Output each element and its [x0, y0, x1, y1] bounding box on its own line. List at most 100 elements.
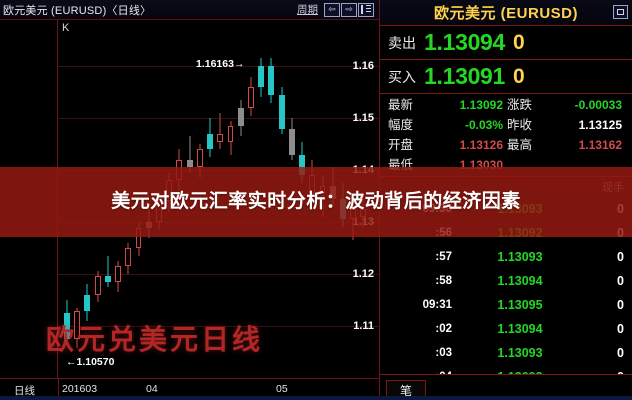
candle-body: [319, 185, 326, 194]
candle-body: [299, 154, 306, 176]
tab-bi[interactable]: 笔: [386, 380, 426, 400]
candle-body: [340, 198, 346, 220]
candle-wick: [219, 113, 221, 150]
y-tick-4: 1.12: [352, 267, 374, 280]
tick-row[interactable]: :03 1.13093 0: [380, 341, 632, 365]
candle: [207, 20, 214, 378]
chart-watermark: 欧元兑美元日线: [46, 324, 264, 355]
ask-price: 1.13094: [424, 29, 506, 55]
candle: [227, 20, 234, 378]
tick-price: 1.13093: [497, 202, 543, 216]
period-label[interactable]: 周期: [297, 4, 318, 16]
candle-body: [145, 221, 152, 229]
bid-label: 买入: [388, 68, 416, 85]
tick-row[interactable]: :58 1.13094 0: [380, 269, 632, 293]
candle-body: [115, 266, 122, 282]
tick-volume: 0: [617, 226, 624, 240]
candle-wick: [322, 175, 323, 217]
tick-row[interactable]: 09:30 1.13093 0: [380, 197, 632, 221]
bid-volume: 0: [513, 64, 525, 88]
candle: [64, 20, 70, 378]
tick-list-header: 现手: [380, 177, 632, 197]
candle: [360, 20, 367, 378]
candle-body: [217, 133, 224, 142]
tick-volume: 0: [617, 298, 624, 312]
bid-row: 买入 1.13091 0: [380, 60, 632, 94]
stat-value-7: [551, 155, 626, 175]
tick-time: :03: [435, 347, 452, 359]
stat-label-1: 涨跌: [507, 98, 533, 112]
tick-price: 1.13092: [497, 226, 543, 240]
bid-price: 1.13091: [424, 63, 506, 89]
x-tick-1: 04: [146, 383, 158, 395]
chart-titlebar: 欧元美元 (EURUSD)〈日线〉 周期 ⇦ ⇨: [0, 0, 379, 20]
chart-panel: 欧元美元 (EURUSD)〈日线〉 周期 ⇦ ⇨ K 1.16 1.15 1.14 1…: [0, 0, 380, 400]
tick-header-volume: 现手: [602, 182, 624, 194]
high-annotation: 1.16163→: [196, 58, 245, 70]
candle-body: [156, 201, 162, 222]
next-arrow-icon[interactable]: ⇨: [341, 2, 357, 17]
candle-body: [186, 159, 193, 168]
stat-label-3: 昨收: [507, 118, 533, 132]
candle: [258, 20, 265, 378]
candle-body: [237, 107, 244, 126]
stat-value-5: 1.13162: [578, 138, 622, 152]
tick-volume: 0: [617, 250, 624, 264]
tick-row[interactable]: :57 1.13093 0: [380, 245, 632, 269]
quote-footer: 笔: [380, 374, 632, 400]
tick-time: :56: [435, 227, 452, 239]
tick-time: :57: [435, 251, 452, 263]
tick-list[interactable]: 09:30 1.13093 0:56 1.13092 0:57 1.13093 0:58 1.…: [380, 197, 632, 374]
x-axis-scale-label: 日线: [14, 385, 35, 397]
candle: [84, 20, 91, 378]
gridline-1: [58, 118, 379, 120]
candle-body: [350, 208, 357, 220]
candle: [340, 20, 346, 378]
candle-body: [288, 128, 295, 155]
ask-row: 卖出 1.13094 0: [380, 26, 632, 60]
restore-icon[interactable]: [613, 5, 628, 19]
candle-body: [329, 185, 336, 199]
candle: [115, 20, 122, 378]
candle-body: [176, 159, 183, 181]
candle-body: [196, 149, 203, 168]
tick-volume: 0: [617, 274, 624, 288]
candle-wick: [107, 255, 109, 287]
tick-row[interactable]: 09:31 1.13095 0: [380, 293, 632, 317]
chart-title: 欧元美元 (EURUSD)〈日线〉: [3, 4, 152, 17]
layout-icon[interactable]: [358, 2, 374, 17]
series-label: K: [62, 22, 70, 34]
candle: [350, 20, 357, 378]
tick-volume: 0: [580, 370, 624, 374]
gridline-5: [58, 325, 379, 327]
candle-wick: [352, 201, 354, 241]
gridline-4: [58, 273, 379, 275]
stat-value-2: -0.03%: [464, 118, 503, 132]
stat-label-2: 幅度: [388, 118, 414, 132]
candle: [125, 20, 132, 378]
bottom-strip: [0, 396, 632, 400]
x-axis: 日线 201603 04 05: [0, 378, 379, 400]
x-tick-0: 201603: [62, 383, 98, 395]
price-plot: K 1.161.151.141.131.121.11 1.16163→ ←1.1…: [0, 20, 379, 378]
ask-label: 卖出: [388, 34, 416, 51]
y-tick-1: 1.15: [352, 112, 374, 125]
y-tick-0: 1.16: [352, 60, 374, 73]
quote-panel: 欧元美元 (EURUSD) 卖出 1.13094 0 买入 1.13091 0 …: [380, 0, 632, 400]
tick-row[interactable]: :56 1.13092 0: [380, 221, 632, 245]
candle-body: [74, 311, 81, 339]
candle: [94, 20, 101, 378]
candle-body: [258, 66, 265, 88]
candle-wick: [189, 136, 191, 173]
stat-value-0: 1.13092: [459, 98, 503, 112]
stat-value-3: 1.13125: [578, 118, 622, 132]
tick-row[interactable]: :02 1.13094 0: [380, 317, 632, 341]
candle: [104, 20, 111, 378]
tick-time: 09:31: [422, 299, 452, 311]
prev-arrow-icon[interactable]: ⇦: [324, 2, 340, 17]
ask-volume: 0: [513, 30, 525, 54]
quote-stats-grid: 最新 1.13092 涨跌 -0.00033 幅度 -0.03% 昨收 1.13125 开盘 1.…: [380, 94, 632, 177]
candle: [299, 20, 306, 378]
candle-body: [309, 175, 316, 194]
